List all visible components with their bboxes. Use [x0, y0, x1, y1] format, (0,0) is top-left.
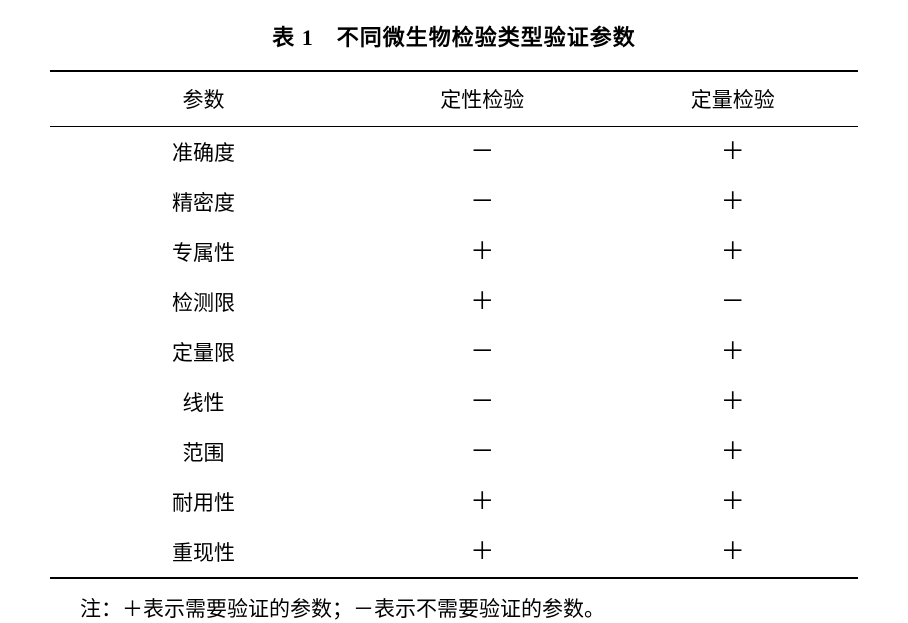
- cell-qualitative: ＋: [357, 277, 607, 327]
- cell-param: 精密度: [50, 177, 357, 227]
- cell-quantitative: －: [608, 277, 859, 327]
- cell-param: 耐用性: [50, 477, 357, 527]
- cell-quantitative: ＋: [608, 127, 859, 178]
- cell-quantitative: ＋: [608, 227, 859, 277]
- cell-param: 定量限: [50, 327, 357, 377]
- cell-qualitative: －: [357, 177, 607, 227]
- cell-qualitative: －: [357, 377, 607, 427]
- table-row: 准确度 － ＋: [50, 127, 858, 178]
- table-footnote: 注：＋表示需要验证的参数；－表示不需要验证的参数。: [50, 593, 858, 623]
- col-header-qualitative: 定性检验: [357, 71, 607, 127]
- cell-param: 范围: [50, 427, 357, 477]
- col-header-param: 参数: [50, 71, 357, 127]
- table-row: 定量限 － ＋: [50, 327, 858, 377]
- cell-qualitative: －: [357, 327, 607, 377]
- table-title: 表 1 不同微生物检验类型验证参数: [50, 20, 858, 52]
- cell-quantitative: ＋: [608, 177, 859, 227]
- cell-quantitative: ＋: [608, 427, 859, 477]
- table-row: 线性 － ＋: [50, 377, 858, 427]
- table-row: 范围 － ＋: [50, 427, 858, 477]
- cell-param: 检测限: [50, 277, 357, 327]
- cell-param: 线性: [50, 377, 357, 427]
- validation-table: 参数 定性检验 定量检验 准确度 － ＋ 精密度 － ＋ 专属性 ＋ ＋ 检: [50, 70, 858, 579]
- table-body: 准确度 － ＋ 精密度 － ＋ 专属性 ＋ ＋ 检测限 ＋ － 定量限 －: [50, 127, 858, 579]
- cell-quantitative: ＋: [608, 527, 859, 578]
- cell-qualitative: －: [357, 127, 607, 178]
- table-row: 精密度 － ＋: [50, 177, 858, 227]
- col-header-quantitative: 定量检验: [608, 71, 859, 127]
- cell-param: 专属性: [50, 227, 357, 277]
- table-header-row: 参数 定性检验 定量检验: [50, 71, 858, 127]
- table-row: 检测限 ＋ －: [50, 277, 858, 327]
- cell-qualitative: ＋: [357, 477, 607, 527]
- cell-param: 重现性: [50, 527, 357, 578]
- cell-qualitative: －: [357, 427, 607, 477]
- cell-quantitative: ＋: [608, 377, 859, 427]
- table-row: 重现性 ＋ ＋: [50, 527, 858, 578]
- cell-param: 准确度: [50, 127, 357, 178]
- table-container: 表 1 不同微生物检验类型验证参数 参数 定性检验 定量检验 准确度 － ＋ 精…: [50, 20, 858, 623]
- table-row: 耐用性 ＋ ＋: [50, 477, 858, 527]
- cell-quantitative: ＋: [608, 477, 859, 527]
- cell-quantitative: ＋: [608, 327, 859, 377]
- cell-qualitative: ＋: [357, 227, 607, 277]
- cell-qualitative: ＋: [357, 527, 607, 578]
- table-row: 专属性 ＋ ＋: [50, 227, 858, 277]
